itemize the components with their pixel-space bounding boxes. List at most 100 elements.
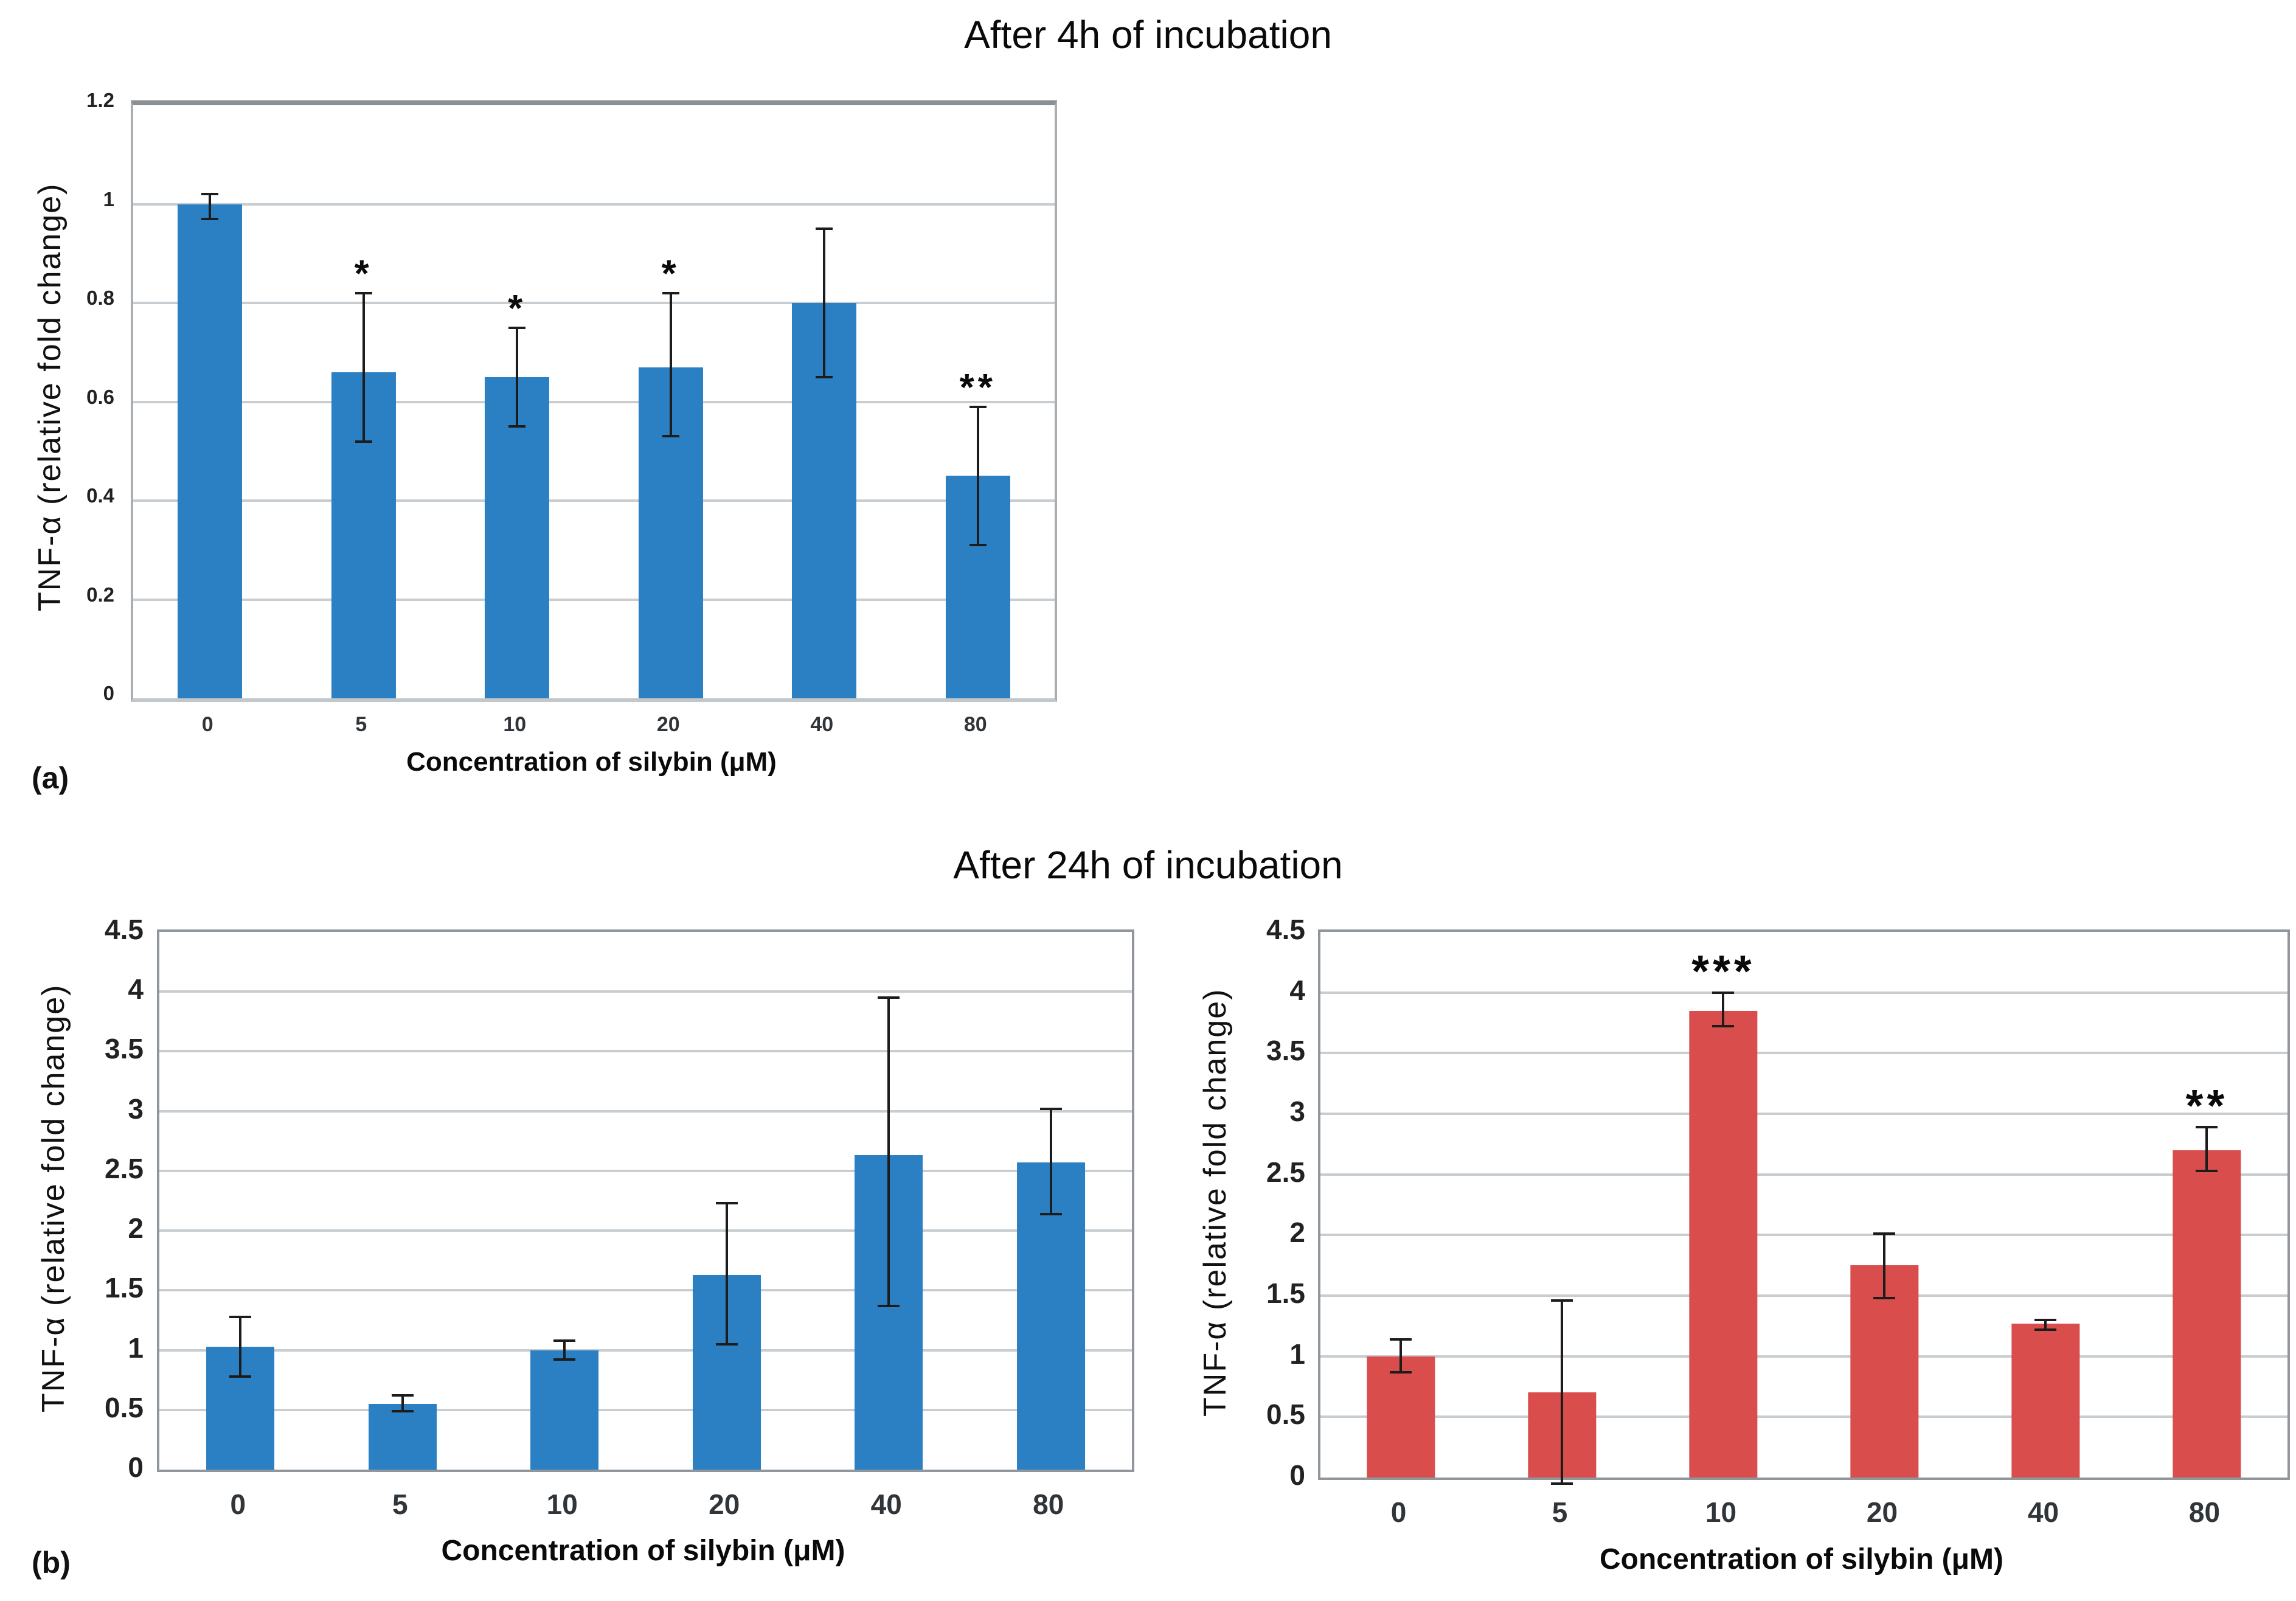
- gridline: [159, 1110, 1132, 1113]
- x-axis-ticks: 0 5 10 20 40 80: [131, 713, 1052, 737]
- gridline: [159, 1349, 1132, 1352]
- bar-group: **: [2126, 932, 2287, 1478]
- gridline: [159, 990, 1132, 993]
- error-bar-cap: [1390, 1338, 1412, 1341]
- error-bar-cap: [355, 291, 372, 294]
- x-tick-label: 40: [2027, 1496, 2059, 1528]
- error-bar-cap: [816, 375, 833, 378]
- y-tick-label: 4.5: [105, 914, 144, 945]
- error-bar-cap: [201, 193, 219, 196]
- y-tick-label: 1: [1289, 1338, 1305, 1370]
- bar-group: [159, 932, 321, 1470]
- x-tick-label: 5: [1552, 1496, 1568, 1528]
- y-tick-label: 0: [1289, 1459, 1305, 1491]
- bar-group: [1482, 932, 1643, 1485]
- gridline: [1320, 1173, 2287, 1176]
- x-tick-label: 0: [201, 713, 213, 736]
- bar: [485, 377, 550, 698]
- y-tick-label: 1: [128, 1332, 144, 1364]
- error-bar-cap: [1039, 1107, 1062, 1110]
- bar: [1850, 1265, 1919, 1478]
- gridline: [159, 1289, 1132, 1292]
- gridline: [133, 302, 1055, 305]
- gridline: [1320, 1234, 2287, 1237]
- y-tick-label: 0: [128, 1451, 144, 1483]
- x-tick-label: 10: [1705, 1496, 1737, 1528]
- gridline: [1320, 1052, 2287, 1055]
- plot-area: *****: [1318, 929, 2290, 1485]
- y-tick-label: 1.5: [105, 1272, 144, 1304]
- error-bar-cap: [662, 291, 679, 294]
- gridline: [1320, 1415, 2287, 1419]
- chart-tnf-24h-red: TNF-α (relative fold change) 4.5 4 3.5 3 2.5…: [1186, 914, 2296, 1601]
- chart-tnf-4h: TNF-α (relative fold change) 1.2 1 0.8 0.6 0…: [24, 89, 1058, 815]
- bar: [1367, 1356, 1435, 1478]
- bar: [530, 1350, 599, 1470]
- error-bar: [2044, 1319, 2047, 1330]
- error-bar-cap: [969, 405, 987, 408]
- error-bar: [239, 1316, 242, 1377]
- y-tick-label: 2: [1289, 1217, 1305, 1249]
- error-bar-cap: [1390, 1370, 1412, 1374]
- x-tick-label: 10: [546, 1488, 578, 1520]
- y-tick-label: 3.5: [1266, 1035, 1305, 1067]
- error-bar: [2205, 1127, 2208, 1171]
- y-tick-label: 4: [1289, 974, 1305, 1006]
- error-bar-cap: [508, 326, 526, 329]
- error-bar: [563, 1340, 566, 1360]
- bar-group: *: [287, 105, 441, 698]
- significance-label: *: [661, 252, 680, 295]
- error-bar: [1561, 1300, 1564, 1484]
- x-tick-label: 20: [709, 1488, 740, 1520]
- bar-group: [646, 932, 808, 1470]
- x-axis-ticks: 0 5 10 20 40 80: [1318, 1496, 2285, 1529]
- y-axis-ticks: 1.2 1 0.8 0.6 0.4 0.2 0: [24, 89, 123, 704]
- x-tick-label: 80: [963, 713, 987, 736]
- y-axis-ticks: 4.5 4 3.5 3 2.5 2 1.5 1 0.5 0: [1186, 914, 1314, 1491]
- y-tick-label: 0.8: [86, 287, 114, 310]
- error-bar-cap: [229, 1315, 252, 1318]
- error-bar: [823, 229, 826, 377]
- bar: [1689, 1010, 1758, 1478]
- significance-label: ***: [1691, 945, 1755, 996]
- x-tick-label: 0: [230, 1488, 246, 1520]
- x-tick-label: 20: [656, 713, 680, 736]
- panel-a-letter: (a): [32, 761, 69, 795]
- y-tick-label: 0.6: [86, 385, 114, 408]
- x-tick-label: 40: [870, 1488, 902, 1520]
- y-tick-label: 0.2: [86, 583, 114, 606]
- x-tick-label: 5: [392, 1488, 408, 1520]
- error-bar: [209, 194, 212, 219]
- x-axis-ticks: 0 5 10 20 40 80: [157, 1488, 1129, 1521]
- error-bar-cap: [1873, 1297, 1896, 1299]
- error-bar-cap: [969, 544, 987, 547]
- y-tick-label: 3: [128, 1092, 144, 1125]
- y-tick-label: 2.5: [105, 1152, 144, 1184]
- error-bar-cap: [553, 1339, 576, 1342]
- error-bar-cap: [2196, 1169, 2218, 1172]
- y-tick-label: 1: [103, 187, 114, 210]
- error-bar: [976, 406, 979, 546]
- bar-group: [808, 932, 969, 1470]
- y-tick-label: 3: [1289, 1096, 1305, 1128]
- error-bar-cap: [878, 1304, 900, 1307]
- error-bar: [725, 1203, 728, 1344]
- bar-group: [133, 105, 287, 698]
- error-bar-cap: [391, 1394, 414, 1397]
- gridline: [1320, 1113, 2287, 1116]
- error-bar: [887, 998, 890, 1306]
- significance-label: **: [959, 366, 996, 409]
- bar-group: **: [901, 105, 1055, 698]
- x-tick-label: 80: [2188, 1496, 2221, 1528]
- gridline: [133, 598, 1055, 601]
- gridline: [159, 1050, 1132, 1053]
- bar: [368, 1403, 437, 1470]
- y-tick-label: 0.5: [1266, 1398, 1305, 1431]
- y-tick-label: 1.5: [1266, 1277, 1305, 1310]
- y-tick-label: 1.2: [86, 89, 114, 111]
- y-tick-label: 4: [128, 973, 144, 1005]
- y-tick-label: 2: [128, 1212, 144, 1245]
- gridline: [159, 1169, 1132, 1172]
- bar-group: [1320, 932, 1482, 1478]
